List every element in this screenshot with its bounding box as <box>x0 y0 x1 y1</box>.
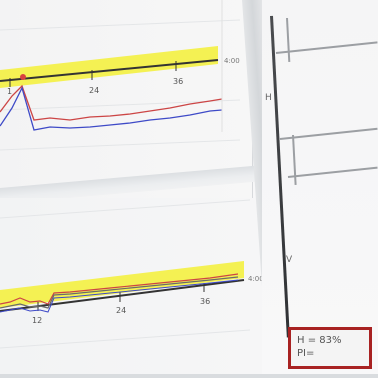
upper-chart: 1 24 36 4:00 <box>0 0 241 151</box>
lower-tick-label-36: 36 <box>200 297 210 306</box>
lower-blue-series <box>0 279 239 313</box>
lower-chart: 12 24 36 4:00 <box>0 199 264 349</box>
upper-tick-label-1: 1 <box>7 87 12 96</box>
grid-line <box>0 19 241 31</box>
upper-red-series <box>0 84 223 121</box>
upper-tick-label-36: 36 <box>173 77 183 86</box>
upper-time-axis <box>0 59 219 82</box>
upper-event-marker <box>20 74 26 80</box>
status-readout-box: H = 83% PI= <box>288 327 372 369</box>
lower-red-series <box>0 273 239 305</box>
lower-chart-panel: 12 24 36 4:00 <box>0 198 264 374</box>
grid-line <box>0 99 241 111</box>
upper-tick-label-24: 24 <box>89 86 99 95</box>
upper-axis-end-label: 4:00 <box>224 57 240 65</box>
right-pane-divider-line <box>287 166 378 178</box>
lower-highlight-band <box>0 261 244 308</box>
upper-blue-series <box>0 86 223 131</box>
scale-upper-label: H <box>265 93 272 103</box>
right-pane-divider-line <box>275 41 378 54</box>
lower-tick-label-24: 24 <box>116 306 126 315</box>
right-pane-divider-line <box>279 127 378 140</box>
grid-line <box>0 329 251 349</box>
status-line-2: PI= <box>297 348 315 359</box>
lower-gray-series <box>0 276 239 309</box>
lower-tick-label-12: 12 <box>32 316 42 325</box>
right-pane-vertical-line <box>286 17 291 62</box>
upper-chart-grid <box>0 19 241 151</box>
upper-chart-panel: 1 24 36 4:00 <box>0 0 253 198</box>
grid-line <box>0 139 241 151</box>
status-line-1: H = 83% <box>297 335 342 346</box>
upper-highlight-band <box>0 46 218 88</box>
scale-lower-label: V <box>286 255 293 265</box>
grid-line <box>0 199 251 219</box>
lower-axis-end-label: 4:00 <box>248 275 262 283</box>
lower-chart-grid <box>0 199 251 349</box>
